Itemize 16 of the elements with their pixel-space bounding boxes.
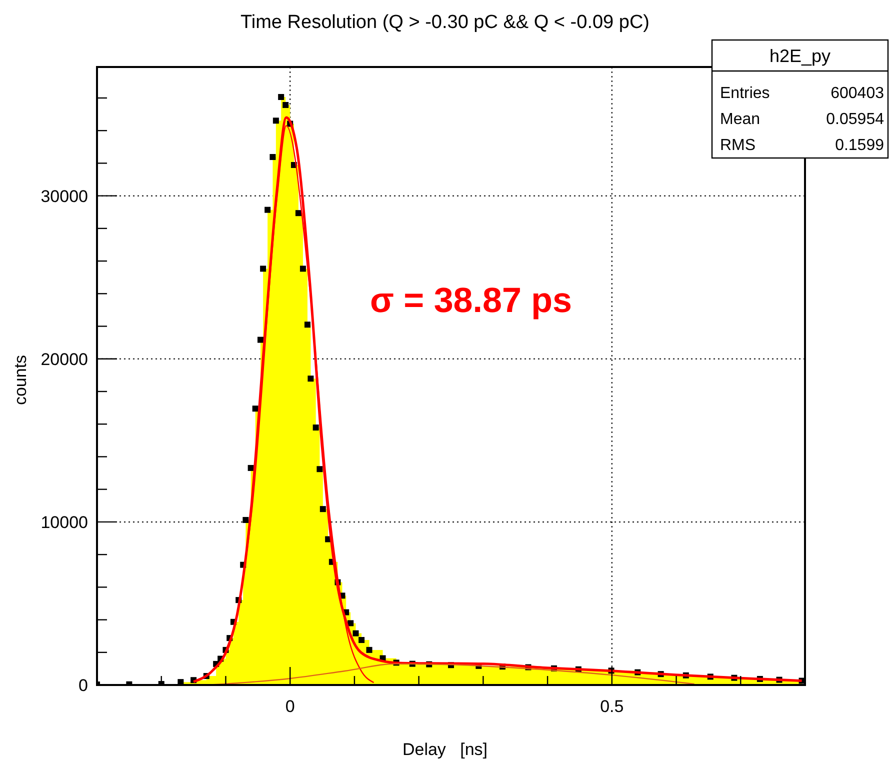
chart-title: Time Resolution (Q > -0.30 pC && Q < -0.09 pC) [240, 12, 650, 33]
text: h2E_py [769, 46, 831, 66]
x-axis-title: Delay [ns] [402, 740, 488, 759]
y-tick-label: 20000 [40, 350, 88, 369]
text: 0.1599 [835, 137, 884, 154]
y-tick-label: 10000 [40, 512, 88, 532]
text: 600403 [830, 85, 884, 102]
annotation: RMS [720, 137, 756, 154]
y-tick-label: 0 [78, 676, 88, 695]
text: 0.05954 [826, 111, 884, 128]
y-tick-label: 30000 [40, 186, 88, 206]
x-tick-label: 0.5 [600, 697, 624, 716]
annotation: σ = 38.87 ps [370, 281, 572, 320]
y-axis-title: counts [11, 354, 30, 406]
annotation: Entries [720, 85, 770, 102]
annotation: Mean [720, 111, 760, 128]
